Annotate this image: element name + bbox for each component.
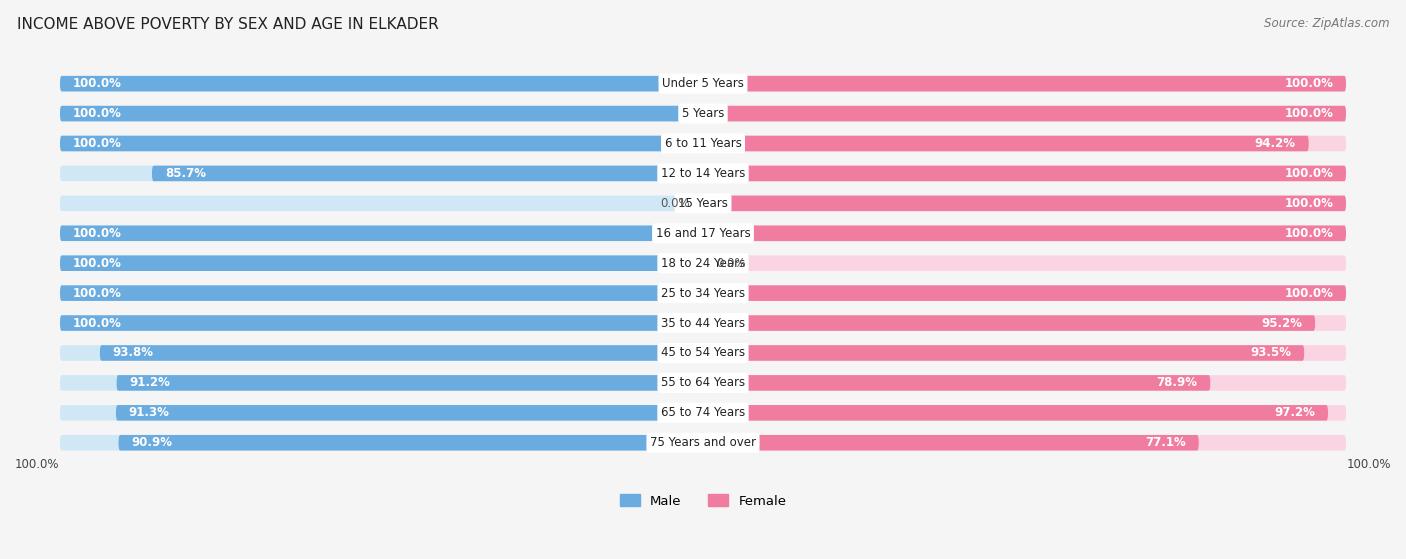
Text: 100.0%: 100.0% [1284,77,1333,90]
Text: 100.0%: 100.0% [73,287,122,300]
Text: 100.0%: 100.0% [73,316,122,330]
FancyBboxPatch shape [60,435,703,451]
Text: 25 to 34 Years: 25 to 34 Years [661,287,745,300]
FancyBboxPatch shape [60,106,703,121]
FancyBboxPatch shape [60,225,703,241]
FancyBboxPatch shape [60,196,703,211]
Text: INCOME ABOVE POVERTY BY SEX AND AGE IN ELKADER: INCOME ABOVE POVERTY BY SEX AND AGE IN E… [17,17,439,32]
FancyBboxPatch shape [703,76,1346,92]
Text: 93.5%: 93.5% [1250,347,1291,359]
Text: 35 to 44 Years: 35 to 44 Years [661,316,745,330]
Legend: Male, Female: Male, Female [614,489,792,513]
FancyBboxPatch shape [60,165,703,181]
FancyBboxPatch shape [117,375,703,391]
Text: 91.2%: 91.2% [129,376,170,390]
FancyBboxPatch shape [703,405,1329,420]
Text: 78.9%: 78.9% [1157,376,1198,390]
FancyBboxPatch shape [60,315,703,331]
FancyBboxPatch shape [703,136,1309,151]
FancyBboxPatch shape [60,315,703,331]
Text: 12 to 14 Years: 12 to 14 Years [661,167,745,180]
Text: 75 Years and over: 75 Years and over [650,436,756,449]
FancyBboxPatch shape [60,76,703,92]
Text: 16 and 17 Years: 16 and 17 Years [655,227,751,240]
Text: 100.0%: 100.0% [1284,287,1333,300]
FancyBboxPatch shape [60,76,703,92]
Text: 18 to 24 Years: 18 to 24 Years [661,257,745,269]
Text: 55 to 64 Years: 55 to 64 Years [661,376,745,390]
Text: 94.2%: 94.2% [1254,137,1296,150]
FancyBboxPatch shape [703,196,1346,211]
FancyBboxPatch shape [703,435,1199,451]
FancyBboxPatch shape [703,165,1346,181]
Text: 95.2%: 95.2% [1261,316,1302,330]
FancyBboxPatch shape [703,285,1346,301]
Text: 85.7%: 85.7% [165,167,205,180]
Text: 100.0%: 100.0% [1347,458,1391,471]
Text: 100.0%: 100.0% [73,137,122,150]
FancyBboxPatch shape [60,375,703,391]
FancyBboxPatch shape [60,405,703,420]
FancyBboxPatch shape [703,255,1346,271]
Text: 100.0%: 100.0% [1284,167,1333,180]
Text: 77.1%: 77.1% [1144,436,1185,449]
FancyBboxPatch shape [703,196,1346,211]
FancyBboxPatch shape [703,345,1346,361]
Text: 100.0%: 100.0% [1284,107,1333,120]
Text: Under 5 Years: Under 5 Years [662,77,744,90]
FancyBboxPatch shape [703,375,1211,391]
FancyBboxPatch shape [703,345,1305,361]
Text: 100.0%: 100.0% [73,257,122,269]
Text: Source: ZipAtlas.com: Source: ZipAtlas.com [1264,17,1389,30]
FancyBboxPatch shape [60,345,703,361]
Text: 100.0%: 100.0% [1284,197,1333,210]
Text: 91.3%: 91.3% [129,406,170,419]
Text: 93.8%: 93.8% [112,347,153,359]
Text: 65 to 74 Years: 65 to 74 Years [661,406,745,419]
FancyBboxPatch shape [703,225,1346,241]
FancyBboxPatch shape [703,315,1315,331]
Text: 100.0%: 100.0% [15,458,59,471]
FancyBboxPatch shape [703,405,1346,420]
FancyBboxPatch shape [60,225,703,241]
FancyBboxPatch shape [703,136,1346,151]
FancyBboxPatch shape [60,285,703,301]
Text: 100.0%: 100.0% [73,77,122,90]
FancyBboxPatch shape [703,106,1346,121]
Text: 6 to 11 Years: 6 to 11 Years [665,137,741,150]
FancyBboxPatch shape [118,435,703,451]
FancyBboxPatch shape [60,255,703,271]
FancyBboxPatch shape [60,285,703,301]
FancyBboxPatch shape [60,255,703,271]
FancyBboxPatch shape [703,315,1346,331]
Text: 90.9%: 90.9% [131,436,173,449]
Text: 15 Years: 15 Years [678,197,728,210]
FancyBboxPatch shape [703,375,1346,391]
FancyBboxPatch shape [115,405,703,420]
Text: 0.0%: 0.0% [661,197,690,210]
Text: 100.0%: 100.0% [73,227,122,240]
Text: 97.2%: 97.2% [1274,406,1315,419]
FancyBboxPatch shape [703,76,1346,92]
Text: 100.0%: 100.0% [1284,227,1333,240]
FancyBboxPatch shape [100,345,703,361]
FancyBboxPatch shape [703,225,1346,241]
FancyBboxPatch shape [703,435,1346,451]
FancyBboxPatch shape [60,136,703,151]
FancyBboxPatch shape [60,106,703,121]
FancyBboxPatch shape [703,106,1346,121]
FancyBboxPatch shape [703,165,1346,181]
FancyBboxPatch shape [703,285,1346,301]
Text: 45 to 54 Years: 45 to 54 Years [661,347,745,359]
FancyBboxPatch shape [60,136,703,151]
Text: 5 Years: 5 Years [682,107,724,120]
Text: 0.0%: 0.0% [716,257,745,269]
FancyBboxPatch shape [152,165,703,181]
Text: 100.0%: 100.0% [73,107,122,120]
